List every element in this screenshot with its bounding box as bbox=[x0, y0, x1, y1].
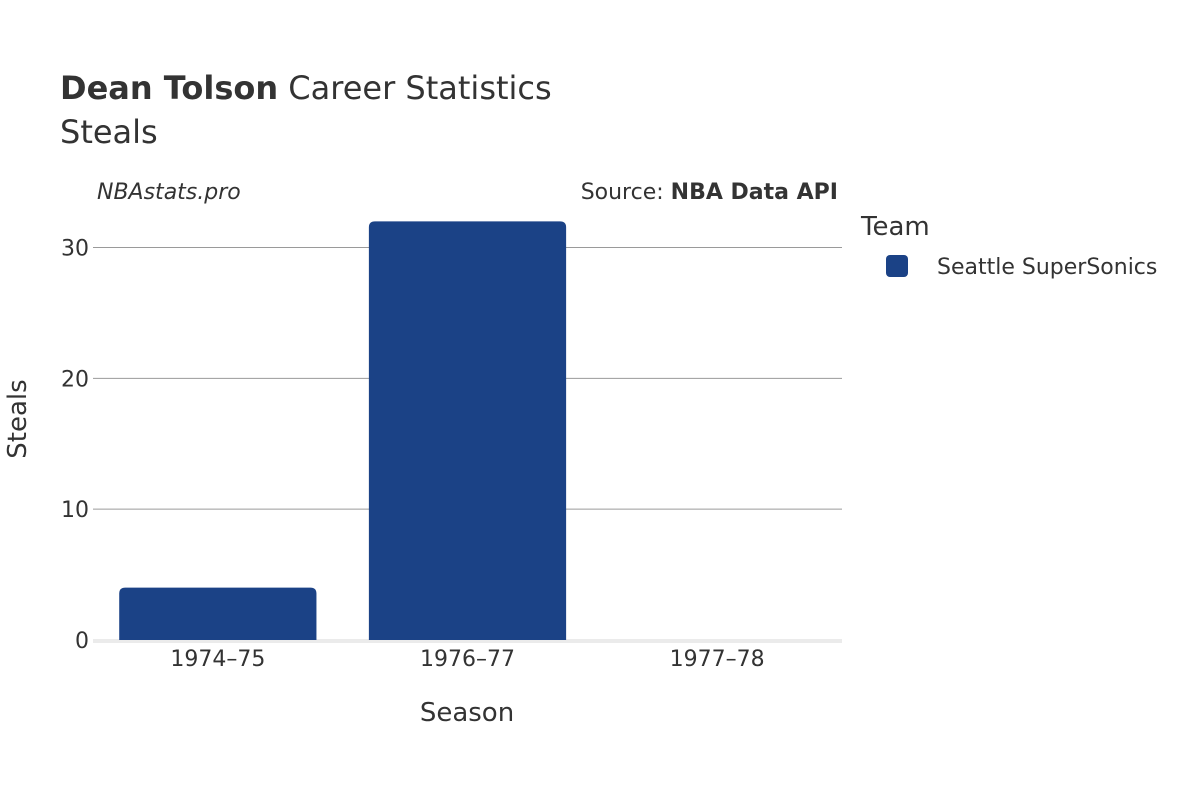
x-tick-label: 1977–78 bbox=[670, 647, 765, 672]
y-axis-label: Steals bbox=[3, 379, 33, 458]
source-name: NBA Data API bbox=[671, 180, 838, 205]
chart-subtitle: Steals bbox=[60, 113, 158, 151]
source-credit: Source: NBA Data API bbox=[581, 180, 838, 205]
player-name: Dean Tolson bbox=[60, 69, 279, 107]
legend-swatch bbox=[886, 255, 908, 277]
bar-1976–77[interactable] bbox=[368, 221, 567, 641]
watermark: NBAstats.pro bbox=[97, 180, 241, 205]
y-tick-label: 30 bbox=[61, 237, 89, 262]
y-tick-label: 20 bbox=[61, 367, 89, 392]
bars bbox=[119, 221, 567, 641]
y-tick-label: 0 bbox=[75, 629, 89, 654]
title-suffix: Career Statistics bbox=[278, 69, 552, 107]
legend[interactable]: Seattle SuperSonics bbox=[886, 255, 1157, 280]
bar-1974–75[interactable] bbox=[119, 587, 317, 640]
source-prefix: Source: bbox=[581, 180, 671, 205]
chart-title: Dean Tolson Career Statistics bbox=[60, 68, 552, 108]
x-tick-label: 1974–75 bbox=[170, 647, 265, 672]
y-tick-label: 10 bbox=[61, 498, 89, 523]
y-axis-ticks: 0 10 20 30 bbox=[61, 237, 89, 655]
x-tick-label: 1976–77 bbox=[420, 647, 515, 672]
x-axis-ticks: 1974–75 1976–77 1977–78 bbox=[170, 647, 764, 672]
legend-title: Team bbox=[860, 212, 930, 242]
x-axis-label: Season bbox=[420, 698, 514, 728]
legend-label: Seattle SuperSonics bbox=[937, 255, 1157, 280]
